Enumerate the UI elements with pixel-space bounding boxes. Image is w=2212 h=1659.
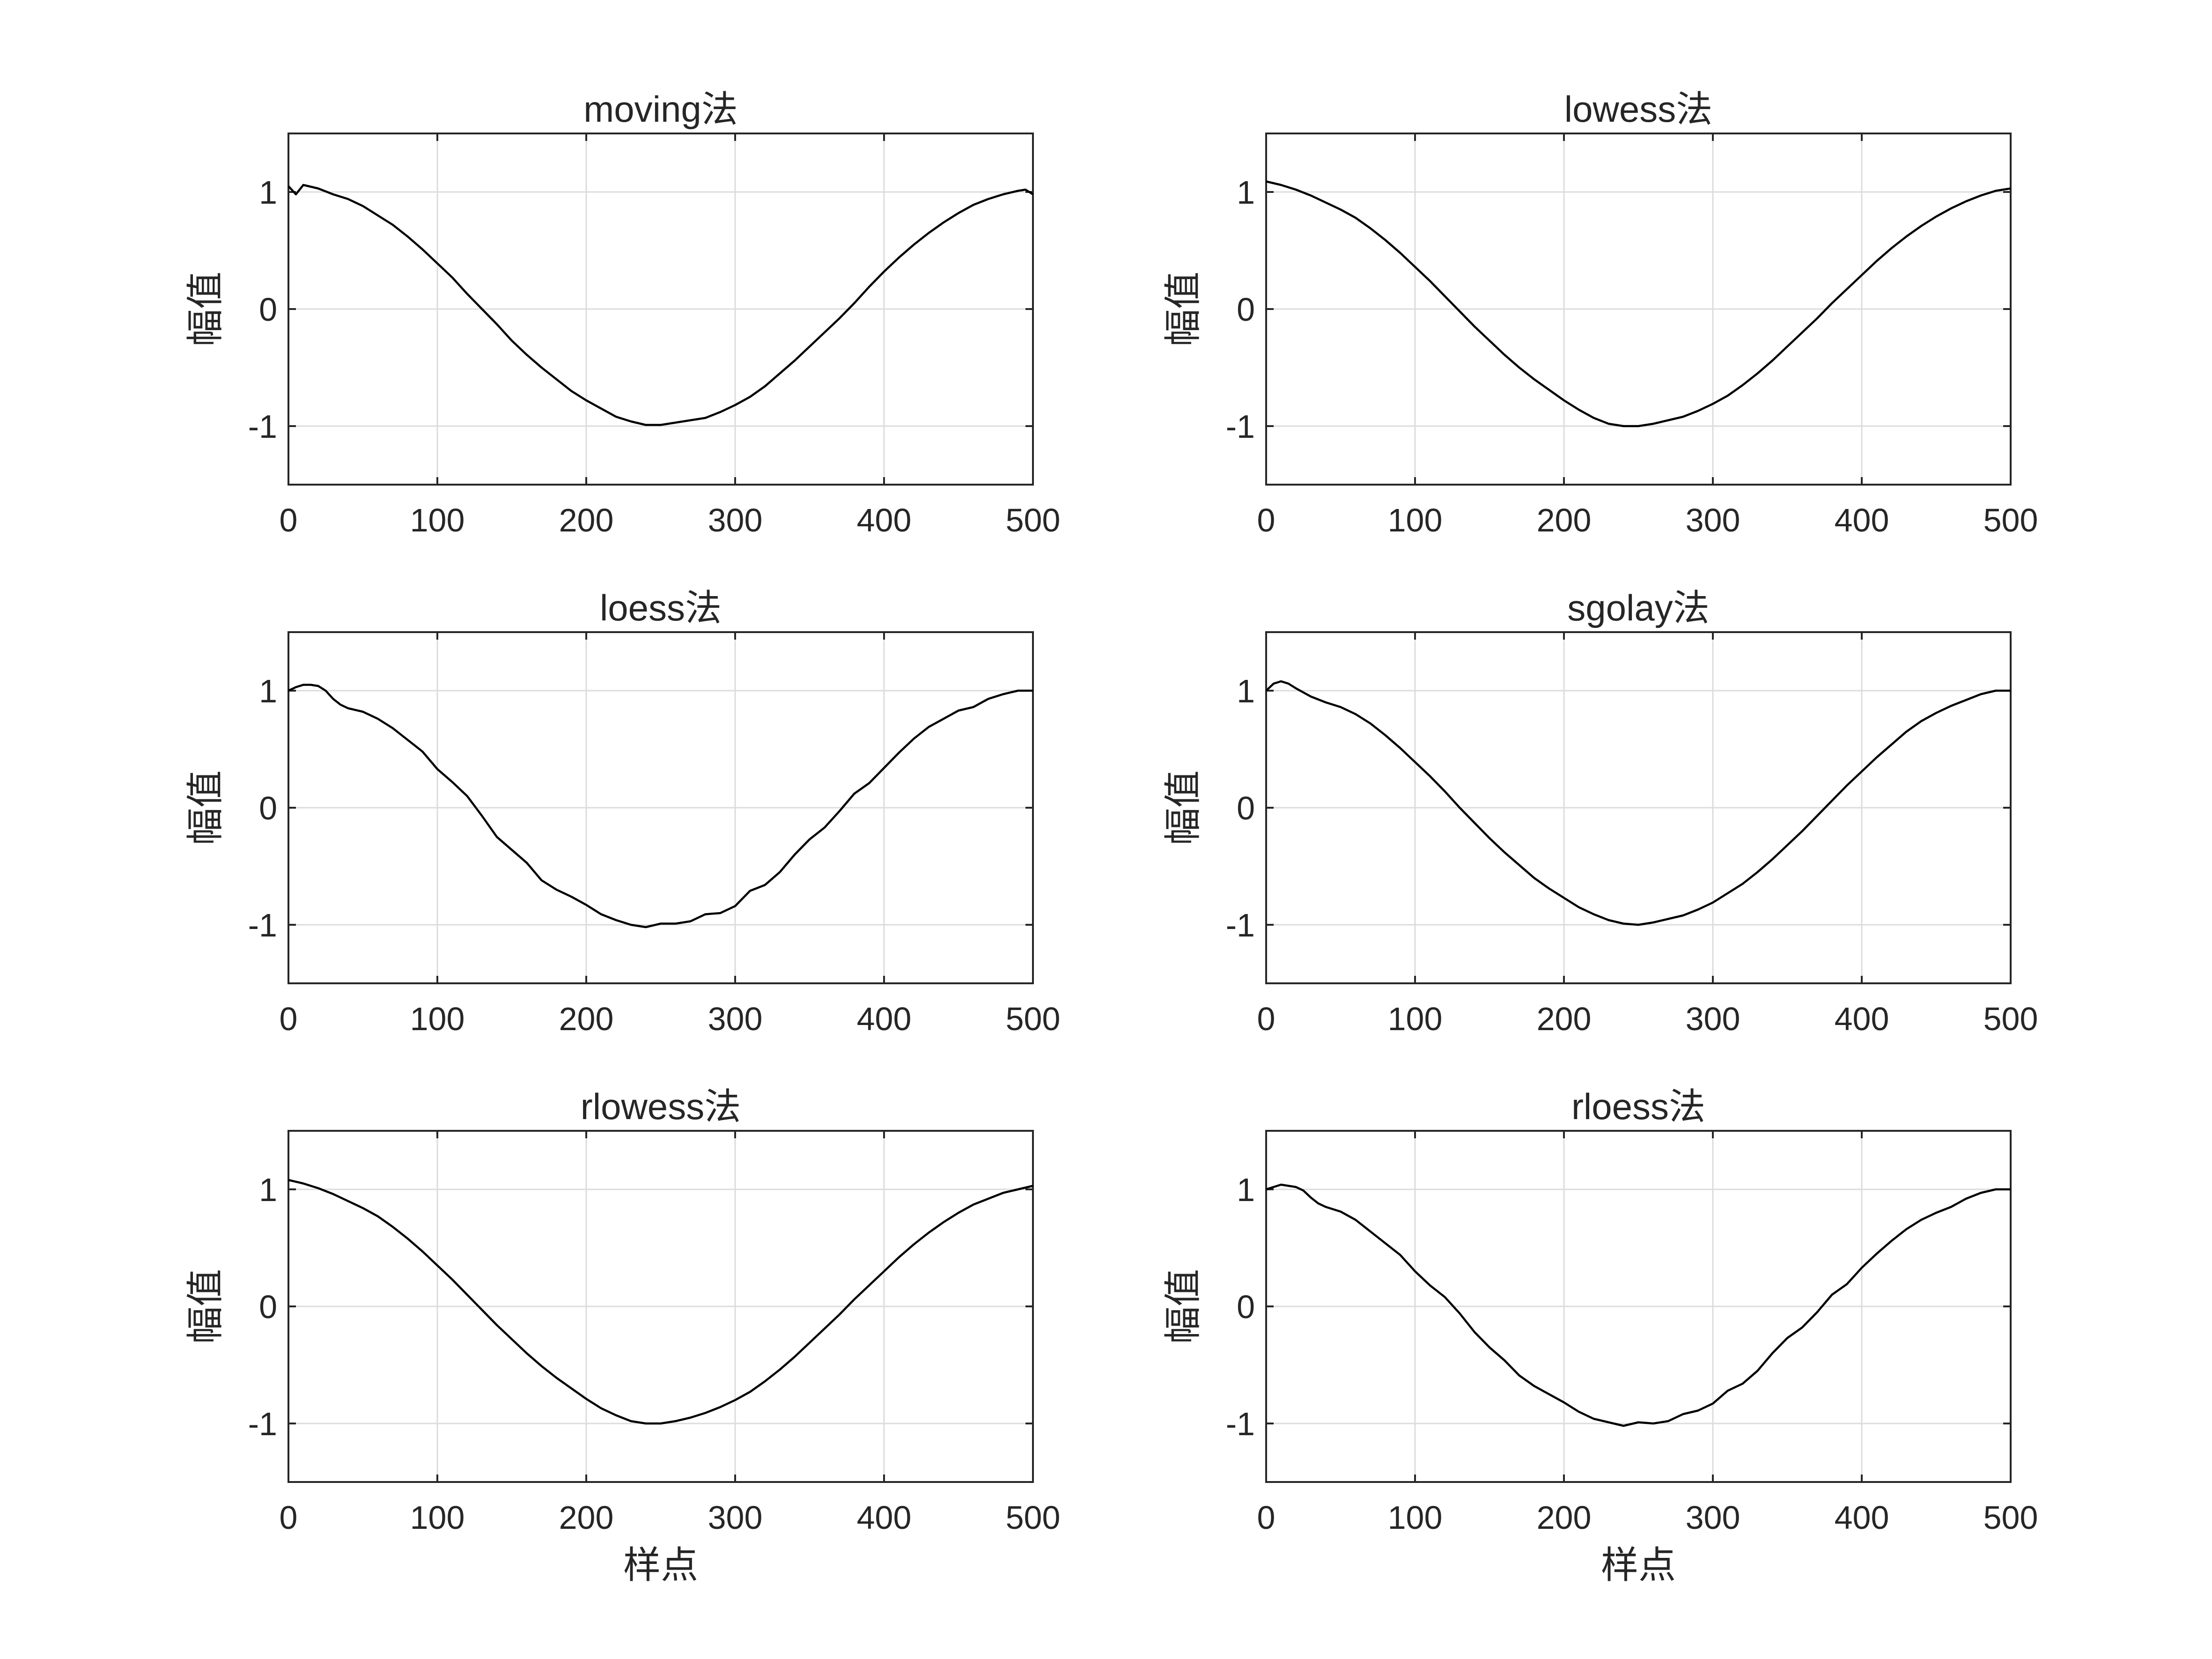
grid-lines: [1266, 632, 2011, 983]
x-tick-label: 300: [708, 502, 763, 538]
grid-lines: [288, 133, 1033, 485]
grid-lines: [288, 632, 1033, 983]
x-tick-label: 100: [1388, 1499, 1443, 1536]
x-tick-label: 300: [708, 1001, 763, 1037]
tick-marks: [1265, 133, 2012, 485]
y-tick-label: 0: [259, 790, 277, 826]
y-tick-label: 1: [259, 174, 277, 211]
series-line: [1266, 1183, 2011, 1427]
x-tick-label: 200: [559, 502, 614, 538]
y-tick-label: -1: [1226, 408, 1255, 445]
x-tick-label: 500: [1983, 502, 2038, 538]
subplot-title: loess法: [600, 587, 722, 628]
x-tick-label: 400: [857, 1001, 912, 1037]
y-tick-label: -1: [248, 408, 277, 445]
y-tick-label: 1: [259, 1172, 277, 1208]
x-tick-label: 400: [1835, 1001, 1889, 1037]
y-tick-label: -1: [248, 907, 277, 944]
x-tick-label: 300: [708, 1499, 763, 1536]
x-tick-label: 400: [1835, 1499, 1889, 1536]
x-tick-label: 100: [1388, 1001, 1443, 1037]
y-axis-label: 幅值: [184, 770, 227, 845]
x-tick-label: 200: [559, 1001, 614, 1037]
grid-lines: [1266, 1131, 2011, 1482]
y-axis-label: 幅值: [184, 1269, 227, 1344]
x-tick-label: 0: [1257, 1001, 1276, 1037]
x-tick-label: 300: [1686, 1499, 1740, 1536]
series-line: [288, 684, 1033, 929]
series-line: [1266, 180, 2011, 428]
subplot-title: moving法: [583, 88, 737, 130]
y-axis-label: 幅值: [1161, 770, 1205, 845]
tick-marks: [288, 1131, 1034, 1482]
x-tick-label: 100: [410, 1499, 465, 1536]
subplot-title: rlowess法: [581, 1086, 741, 1127]
x-tick-label: 500: [1006, 1499, 1061, 1536]
y-axis-label: 幅值: [1161, 272, 1205, 347]
y-tick-label: 0: [1237, 1289, 1255, 1325]
x-tick-label: 400: [857, 502, 912, 538]
x-tick-label: 300: [1686, 1001, 1740, 1037]
x-tick-label: 0: [1257, 1499, 1276, 1536]
series-line: [288, 1179, 1033, 1425]
x-tick-label: 0: [280, 1001, 298, 1037]
x-tick-label: 100: [410, 1001, 465, 1037]
x-tick-label: 200: [1537, 502, 1592, 538]
x-axis-label: 样点: [1601, 1543, 1676, 1587]
y-tick-label: 1: [1237, 1172, 1255, 1208]
x-tick-label: 0: [280, 502, 298, 538]
tick-marks: [1265, 1131, 2012, 1482]
y-axis-label: 幅值: [184, 272, 227, 347]
x-tick-label: 400: [1835, 502, 1889, 538]
y-tick-label: 1: [259, 673, 277, 709]
x-tick-label: 200: [1537, 1001, 1592, 1037]
x-tick-label: 300: [1686, 502, 1740, 538]
subplot-title: lowess法: [1564, 88, 1712, 130]
series-line: [288, 184, 1034, 426]
y-tick-label: -1: [1226, 1406, 1255, 1442]
x-tick-label: 200: [1537, 1499, 1592, 1536]
x-tick-label: 0: [280, 1499, 298, 1536]
y-tick-label: 1: [1237, 673, 1255, 709]
y-tick-label: 1: [1237, 174, 1255, 211]
x-tick-label: 500: [1983, 1001, 2038, 1037]
y-tick-label: 0: [259, 291, 277, 328]
x-axis-label: 样点: [623, 1543, 698, 1587]
x-tick-label: 100: [410, 502, 465, 538]
y-tick-label: 0: [1237, 291, 1255, 328]
y-tick-label: -1: [1226, 907, 1255, 944]
x-tick-label: 200: [559, 1499, 614, 1536]
y-tick-label: 0: [1237, 790, 1255, 826]
subplot-title: rloess法: [1571, 1086, 1705, 1127]
y-axis-label: 幅值: [1161, 1269, 1205, 1344]
y-tick-label: -1: [248, 1406, 277, 1442]
x-tick-label: 500: [1006, 1001, 1061, 1037]
subplot-title: sgolay法: [1567, 587, 1709, 628]
x-tick-label: 0: [1257, 502, 1276, 538]
grid-lines: [288, 1131, 1033, 1482]
x-tick-label: 500: [1006, 502, 1061, 538]
x-tick-label: 400: [857, 1499, 912, 1536]
y-tick-label: 0: [259, 1289, 277, 1325]
series-line: [1265, 680, 2011, 926]
x-tick-label: 500: [1983, 1499, 2038, 1536]
x-tick-label: 100: [1388, 502, 1443, 538]
